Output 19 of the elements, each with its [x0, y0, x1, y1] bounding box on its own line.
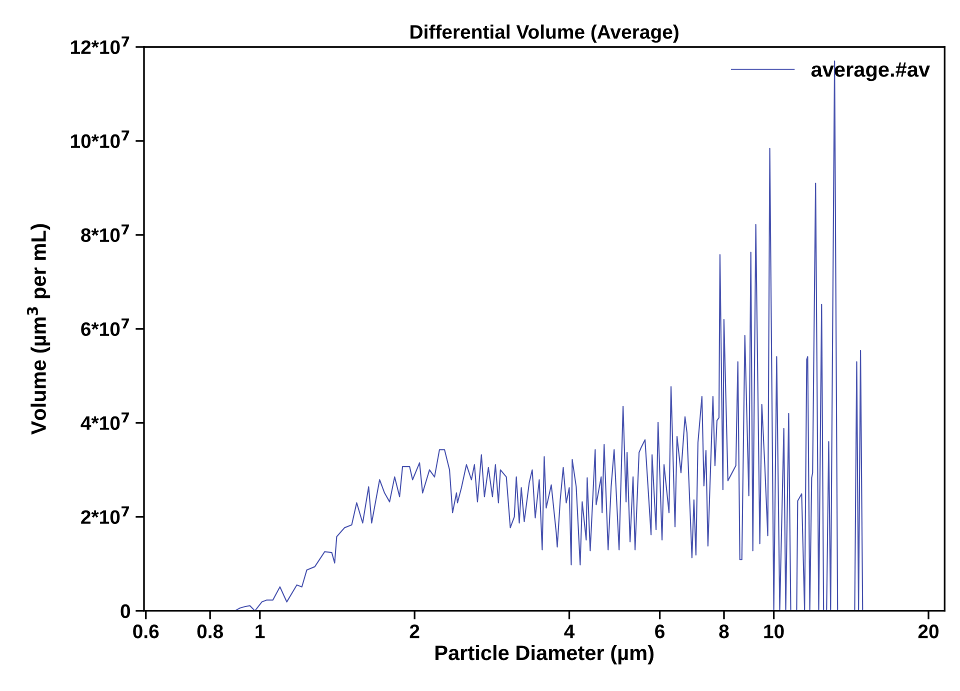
y-tick-label: 8*10$^{7}$ — [81, 224, 130, 242]
x-tick-label: 10 — [764, 624, 784, 638]
y-tick-label: 10*10$^{7}$ — [70, 130, 130, 148]
x-tick-label: 0.6 — [133, 624, 159, 638]
chart-title: Differential Volume (Average) — [410, 24, 678, 43]
y-tick-label: 6*10$^{7}$ — [81, 318, 130, 336]
x-tick-label: 2 — [410, 624, 420, 638]
y-tick-label: 4*10$^{7}$ — [80, 412, 130, 430]
y-tick-label: 2*10$^{7}$ — [81, 506, 130, 524]
x-axis-title: Particle Diameter (µm) — [436, 644, 654, 664]
x-tick-label: 20 — [918, 624, 939, 638]
x-tick-label: 1 — [256, 624, 265, 638]
y-axis-title: Volume (µm$^{3}$ per mL) — [26, 224, 50, 435]
x-tick-label: 4 — [564, 624, 575, 638]
y-tick-label: 12*10$^{7}$ — [70, 36, 130, 54]
x-tick-label: 6 — [655, 624, 664, 638]
y-tick-label: 0 — [120, 604, 130, 618]
x-tick-label: 8 — [719, 624, 729, 638]
x-tick-label: 0.8 — [197, 624, 223, 638]
